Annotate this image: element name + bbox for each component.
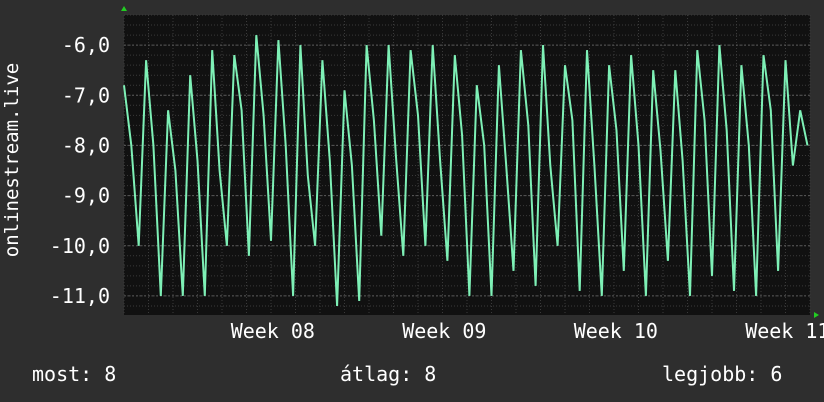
x-tick-label: Week 08 xyxy=(231,319,315,343)
y-tick-label: -8,0 xyxy=(62,133,110,157)
avg-stat: átlag: 8 xyxy=(340,362,436,386)
y-tick-label: -9,0 xyxy=(62,184,110,208)
x-tick-label: Week 11 xyxy=(745,319,824,343)
best-stat: legjobb: 6 xyxy=(662,362,782,386)
y-axis-label: onlinestream.live xyxy=(1,62,23,258)
axis-arrows xyxy=(121,6,819,318)
x-axis-arrow xyxy=(814,312,819,318)
best-label: legjobb: xyxy=(662,362,759,386)
current-stat: most: 8 xyxy=(32,362,116,386)
x-tick-label: Week 09 xyxy=(402,319,486,343)
best-value: 6 xyxy=(770,362,783,386)
x-tick-labels: Week 08 Week 09 Week 10 Week 11 xyxy=(231,319,824,343)
x-tick-label: Week 10 xyxy=(574,319,658,343)
avg-value: 8 xyxy=(424,362,437,386)
y-tick-label: -6,0 xyxy=(62,33,110,57)
current-value: 8 xyxy=(104,362,117,386)
y-tick-label: -7,0 xyxy=(62,83,110,107)
y-tick-label: -11,0 xyxy=(50,284,110,308)
y-tick-labels: -6,0 -7,0 -8,0 -9,0 -10,0 -11,0 xyxy=(50,33,110,308)
y-axis-arrow xyxy=(121,6,127,11)
series-line xyxy=(123,35,809,307)
y-tick-label: -10,0 xyxy=(50,234,110,258)
avg-label: átlag: xyxy=(340,362,413,386)
current-label: most: xyxy=(32,362,93,386)
